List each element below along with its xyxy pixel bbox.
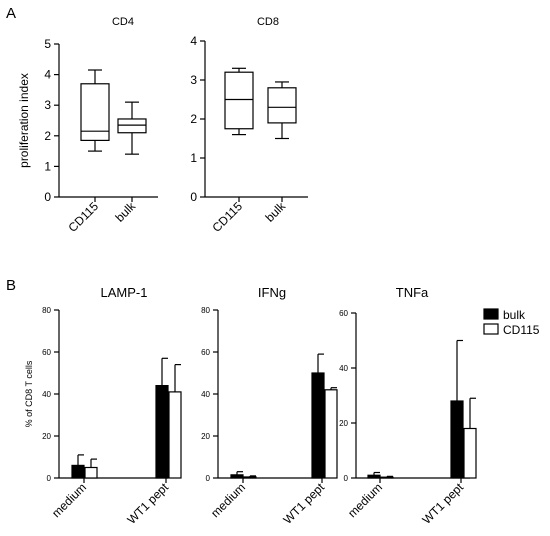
lamp1-bar (71, 464, 85, 479)
cd4-y-tick-label: 1 (44, 159, 51, 173)
cd4-category-label: CD115 (65, 199, 101, 235)
cd8-y-tick-label: 3 (190, 73, 197, 87)
legend-label-bulk: bulk (503, 308, 526, 322)
tnfa-bar (463, 427, 477, 479)
cd4-y-label: proliferation index (17, 73, 31, 168)
chart-lamp1: LAMP-1 0 20 40 60 80 % of CD8 T cells medium WT1… (24, 285, 182, 527)
chart-cd4: CD4 0 1 2 3 4 5 proliferation index CD115 bulk (17, 16, 158, 235)
ifng-category-label: WT1 pept (280, 480, 327, 527)
lamp1-y-tick-label: 20 (42, 432, 51, 441)
cd4-y-tick-label: 3 (44, 98, 51, 112)
tnfa-y-tick-label: 0 (344, 474, 349, 483)
lamp1-bar (84, 466, 98, 479)
cd4-y-tick-label: 2 (44, 129, 51, 143)
tnfa-title: TNFa (396, 285, 429, 300)
chart-ifng: IFNg 0 20 40 60 80 medium WT1 pept (201, 285, 338, 527)
tnfa-bar (450, 400, 464, 479)
tnfa-y-tick-label: 60 (339, 309, 348, 318)
tnfa-bar (367, 474, 381, 479)
ifng-bar (230, 474, 244, 479)
cd8-y-tick-label: 1 (190, 151, 197, 165)
lamp1-category-label: medium (49, 480, 89, 520)
chart-tnfa: TNFa 0 20 40 60 medium WT1 pept (339, 285, 477, 527)
legend-swatch-bulk (483, 308, 499, 320)
tnfa-bar (380, 476, 394, 479)
tnfa-y-tick-label: 20 (339, 419, 348, 428)
ifng-bar (311, 372, 325, 479)
panel-label-b: B (6, 277, 16, 294)
cd8-y-tick-label: 0 (190, 190, 197, 204)
cd8-y-tick-label: 4 (190, 34, 197, 48)
ifng-y-tick-label: 40 (201, 390, 210, 399)
lamp1-y-tick-label: 0 (47, 474, 52, 483)
ifng-title: IFNg (258, 285, 286, 300)
lamp1-title: LAMP-1 (101, 285, 148, 300)
cd4-box (117, 118, 147, 134)
chart-cd8: CD8 0 1 2 3 4 CD115 bulk (190, 16, 308, 235)
cd4-y-tick-label: 4 (44, 68, 51, 82)
ifng-bar (324, 389, 338, 479)
cd4-category-label: bulk (113, 199, 139, 225)
ifng-y-tick-label: 60 (201, 348, 210, 357)
panel-label-a: A (6, 5, 16, 22)
cd4-y-tick-label: 5 (44, 37, 51, 51)
lamp1-bar (155, 385, 169, 479)
lamp1-bar (168, 391, 182, 479)
lamp1-y-tick-label: 40 (42, 390, 51, 399)
cd8-title: CD8 (257, 16, 279, 28)
tnfa-category-label: medium (345, 480, 385, 520)
cd8-category-label: CD115 (209, 199, 245, 235)
ifng-bar (243, 476, 257, 479)
cd4-box (80, 83, 110, 141)
lamp1-y-tick-label: 80 (42, 306, 51, 315)
cd8-y-tick-label: 2 (190, 112, 197, 126)
tnfa-y-tick-label: 40 (339, 364, 348, 373)
ifng-y-tick-label: 80 (201, 306, 210, 315)
cd4-title: CD4 (112, 16, 134, 28)
cd8-box (224, 71, 254, 130)
ifng-y-tick-label: 20 (201, 432, 210, 441)
legend-swatch-cd115 (483, 323, 499, 335)
lamp1-y-tick-label: 60 (42, 348, 51, 357)
ifng-category-label: medium (208, 480, 248, 520)
lamp1-y-label: % of CD8 T cells (24, 360, 34, 427)
cd8-box (267, 87, 297, 124)
tnfa-category-label: WT1 pept (419, 480, 466, 527)
lamp1-category-label: WT1 pept (124, 480, 171, 527)
cd4-y-tick-label: 0 (44, 190, 51, 204)
cd8-category-label: bulk (263, 199, 289, 225)
ifng-y-tick-label: 0 (206, 474, 211, 483)
legend-label-cd115: CD115 (503, 323, 540, 337)
